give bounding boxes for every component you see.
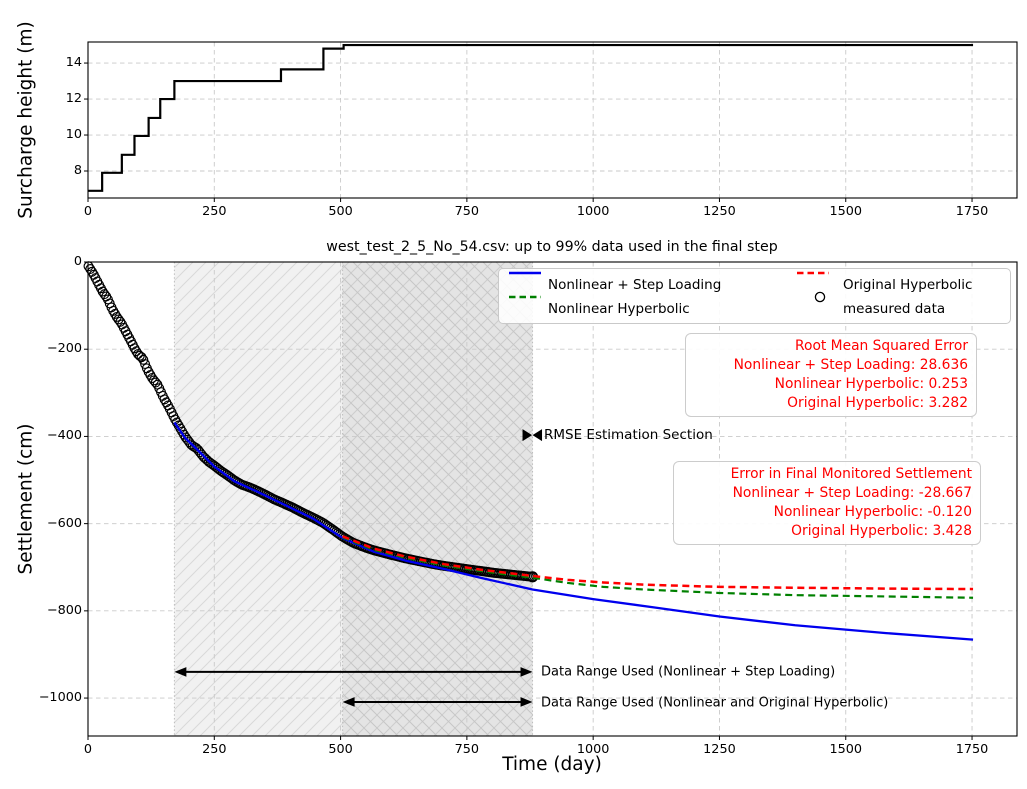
rmse-line: Original Hyperbolic: 3.282 [694,394,968,413]
legend: Nonlinear + Step Loading Nonlinear Hyper… [498,268,1011,324]
tick-label: 14 [20,55,82,70]
rmse-line: Nonlinear Hyperbolic: 0.253 [694,375,968,394]
legend-label: Nonlinear Hyperbolic [548,301,690,317]
tick-label: 500 [328,742,352,757]
error-line: Original Hyperbolic: 3.428 [682,522,972,541]
rmse-textbox: Root Mean Squared Error Nonlinear + Step… [685,333,977,417]
tick-label: 10 [20,127,82,142]
tick-label: 1250 [703,204,736,219]
tick-label: 500 [328,204,352,219]
surcharge-axis-label: Surcharge height (m) [16,21,37,219]
tick-label: −200 [20,341,82,356]
time-axis-label: Time (day) [502,754,602,775]
tick-label: 1750 [956,742,989,757]
shaded-regions [174,262,532,736]
tick-label: 12 [20,91,82,106]
tick-label: 1750 [956,204,989,219]
tick-label: 0 [84,204,92,219]
tick-label: −600 [20,516,82,531]
legend-label: measured data [843,301,945,317]
legend-item-nonlinear-hyperbolic: Nonlinear Hyperbolic [499,297,789,321]
figure: Surcharge height (m) west_test_2_5_No_54… [0,0,1027,789]
dashed-line-swatch-icon [796,269,830,277]
tick-label: 750 [455,204,479,219]
error-line: Nonlinear + Step Loading: -28.667 [682,484,972,503]
tick-label: −1000 [20,690,82,705]
tick-label: 0 [84,742,92,757]
open-circle-swatch-icon [796,290,830,304]
legend-item-step-loading: Nonlinear + Step Loading [499,273,789,297]
tick-label: −800 [20,603,82,618]
error-line: Nonlinear Hyperbolic: -0.120 [682,503,972,522]
tick-label: 750 [455,742,479,757]
tick-label: 1000 [577,742,610,757]
chart-title: west_test_2_5_No_54.csv: up to 99% data … [326,239,777,255]
tick-label: 250 [202,204,226,219]
legend-label: Original Hyperbolic [843,277,972,293]
dashed-line-swatch-icon [508,293,542,301]
tick-label: −400 [20,428,82,443]
rmse-section-annotation: RMSE Estimation Section [544,427,713,443]
rmse-line: Root Mean Squared Error [694,337,968,356]
solid-line-swatch-icon [508,269,542,277]
settlement-axis-label: Settlement (cm) [16,423,37,574]
tick-label: 250 [202,742,226,757]
tick-label: 0 [20,254,82,269]
final-error-textbox: Error in Final Monitored Settlement Nonl… [673,461,981,545]
top-grid [88,42,1017,198]
error-line: Error in Final Monitored Settlement [682,465,972,484]
tick-label: 1500 [829,204,862,219]
tick-label: 1500 [829,742,862,757]
range-arrow-label-step-loading: Data Range Used (Nonlinear + Step Loadin… [541,665,835,680]
legend-label: Nonlinear + Step Loading [548,277,721,293]
tick-label: 1250 [703,742,736,757]
tick-label: 1000 [577,204,610,219]
tick-label: 8 [20,163,82,178]
legend-item-measured-data: measured data [789,297,1010,321]
surcharge-step-line [88,45,973,191]
top-axes-frame [84,42,1017,202]
rmse-line: Nonlinear + Step Loading: 28.636 [694,356,968,375]
range-arrow-label-hyperbolic: Data Range Used (Nonlinear and Original … [541,696,888,711]
